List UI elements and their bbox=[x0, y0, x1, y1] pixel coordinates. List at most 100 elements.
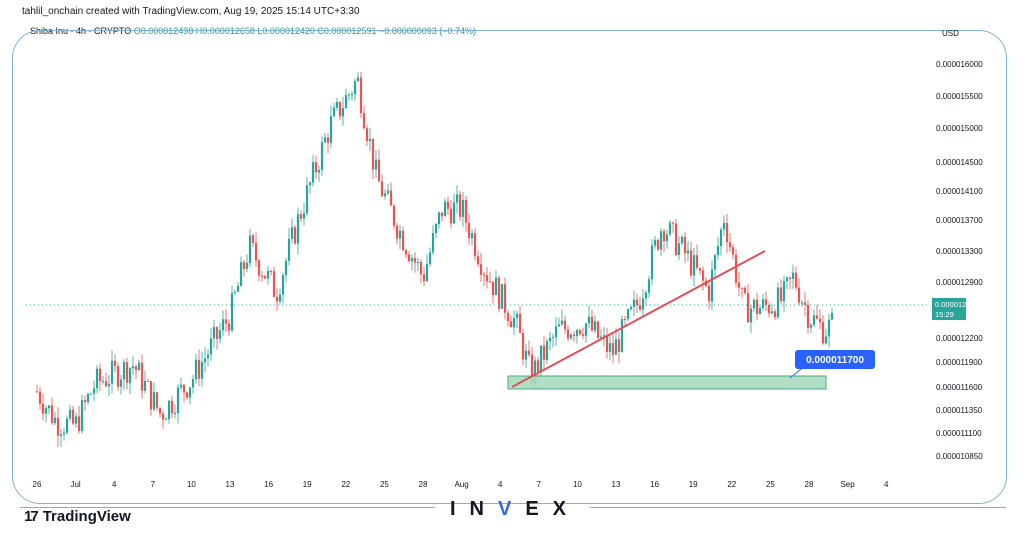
candle-body bbox=[512, 318, 516, 328]
y-tick-label: 0.000014100 bbox=[936, 187, 983, 196]
candle-body bbox=[764, 299, 768, 305]
candle-body bbox=[158, 407, 162, 414]
x-tick-label: 28 bbox=[419, 480, 428, 489]
candle-body bbox=[743, 287, 747, 294]
x-tick-label: 7 bbox=[151, 480, 156, 489]
candle-body bbox=[749, 308, 753, 323]
candle-body bbox=[644, 292, 648, 299]
candle-body bbox=[221, 319, 225, 331]
candle-body bbox=[800, 302, 804, 304]
candle-body bbox=[170, 400, 174, 414]
candle-body bbox=[767, 304, 771, 314]
candle-body bbox=[89, 393, 93, 395]
candle-body bbox=[464, 199, 468, 223]
candle-body bbox=[104, 381, 108, 387]
candle-body bbox=[56, 417, 60, 436]
candle-body bbox=[413, 258, 417, 263]
candle-body bbox=[176, 387, 180, 414]
candle-body bbox=[557, 324, 561, 327]
candle-body bbox=[638, 305, 642, 310]
candle-body bbox=[761, 299, 765, 308]
candle-body bbox=[710, 269, 714, 302]
candle-body bbox=[662, 231, 666, 242]
candle-body bbox=[467, 222, 471, 239]
candle-body bbox=[239, 262, 243, 286]
y-tick-label: 0.000014500 bbox=[936, 158, 983, 167]
y-tick-label: 0.000010850 bbox=[936, 452, 983, 461]
candle-body bbox=[269, 270, 273, 272]
candle-body bbox=[719, 229, 723, 247]
candle-body bbox=[641, 298, 645, 310]
candle-body bbox=[539, 345, 543, 373]
y-tick-label: 0.000011100 bbox=[936, 429, 982, 438]
candle-body bbox=[632, 299, 636, 307]
annotation-box bbox=[795, 350, 875, 369]
y-tick-label: 0.000013700 bbox=[936, 216, 983, 225]
candle-body bbox=[299, 214, 303, 219]
y-tick-label: 0.000011600 bbox=[936, 383, 983, 392]
currency-label: USD bbox=[942, 29, 959, 38]
candle-body bbox=[602, 335, 606, 337]
candle-body bbox=[200, 362, 204, 379]
candle-body bbox=[191, 379, 195, 388]
candle-body bbox=[131, 366, 135, 369]
x-tick-label: 10 bbox=[187, 480, 196, 489]
candle-body bbox=[125, 362, 129, 383]
candle-body bbox=[197, 359, 201, 379]
candle-body bbox=[650, 245, 654, 280]
x-tick-label: 13 bbox=[226, 480, 235, 489]
candle-body bbox=[140, 362, 144, 391]
candle-body bbox=[62, 432, 66, 435]
candle-body bbox=[827, 319, 831, 337]
candle-body bbox=[401, 230, 405, 251]
candle-body bbox=[722, 222, 726, 230]
candle-body bbox=[455, 194, 459, 203]
candle-body bbox=[443, 201, 447, 217]
x-tick-label: Sep bbox=[840, 480, 855, 489]
candle-body bbox=[215, 327, 219, 339]
candle-body bbox=[188, 387, 192, 398]
candle-body bbox=[206, 354, 210, 359]
candle-body bbox=[659, 231, 663, 250]
candle-body bbox=[218, 330, 222, 339]
candle-body bbox=[182, 384, 186, 393]
candle-body bbox=[143, 380, 147, 391]
candle-body bbox=[584, 323, 588, 336]
candle-body bbox=[806, 304, 810, 328]
candle-body bbox=[830, 312, 834, 320]
candle-body bbox=[497, 277, 501, 309]
candle-body bbox=[755, 299, 759, 314]
candle-body bbox=[404, 250, 408, 255]
candle-body bbox=[248, 235, 252, 263]
candle-body bbox=[383, 193, 387, 197]
candle-body bbox=[296, 214, 300, 244]
candle-body bbox=[821, 322, 825, 344]
x-tick-label: 10 bbox=[573, 480, 582, 489]
y-tick-label: 0.000011350 bbox=[936, 406, 983, 415]
candle-body bbox=[596, 321, 600, 338]
candle-body bbox=[155, 392, 159, 408]
candle-body bbox=[185, 392, 189, 398]
y-tick-label: 0.000012900 bbox=[936, 278, 983, 287]
candle-body bbox=[419, 262, 423, 275]
y-tick-label: 0.000016000 bbox=[936, 60, 983, 69]
candle-body bbox=[575, 329, 579, 337]
candle-body bbox=[389, 190, 393, 206]
candle-body bbox=[617, 339, 621, 353]
candle-body bbox=[665, 234, 669, 242]
candle-body bbox=[371, 138, 375, 170]
candle-body bbox=[59, 434, 63, 436]
candle-body bbox=[629, 306, 633, 310]
x-tick-label: 22 bbox=[727, 480, 736, 489]
candle-body bbox=[134, 366, 138, 371]
y-tick-label: 0.000013300 bbox=[936, 247, 983, 256]
candle-body bbox=[794, 272, 798, 288]
candle-body bbox=[167, 400, 171, 420]
candle-body bbox=[788, 277, 792, 279]
candle-body bbox=[224, 319, 228, 324]
candle-body bbox=[548, 337, 552, 342]
candle-body bbox=[590, 316, 594, 331]
symbol-name: Shiba Inu · 4h · CRYPTO bbox=[30, 26, 132, 36]
candle-body bbox=[119, 379, 123, 387]
